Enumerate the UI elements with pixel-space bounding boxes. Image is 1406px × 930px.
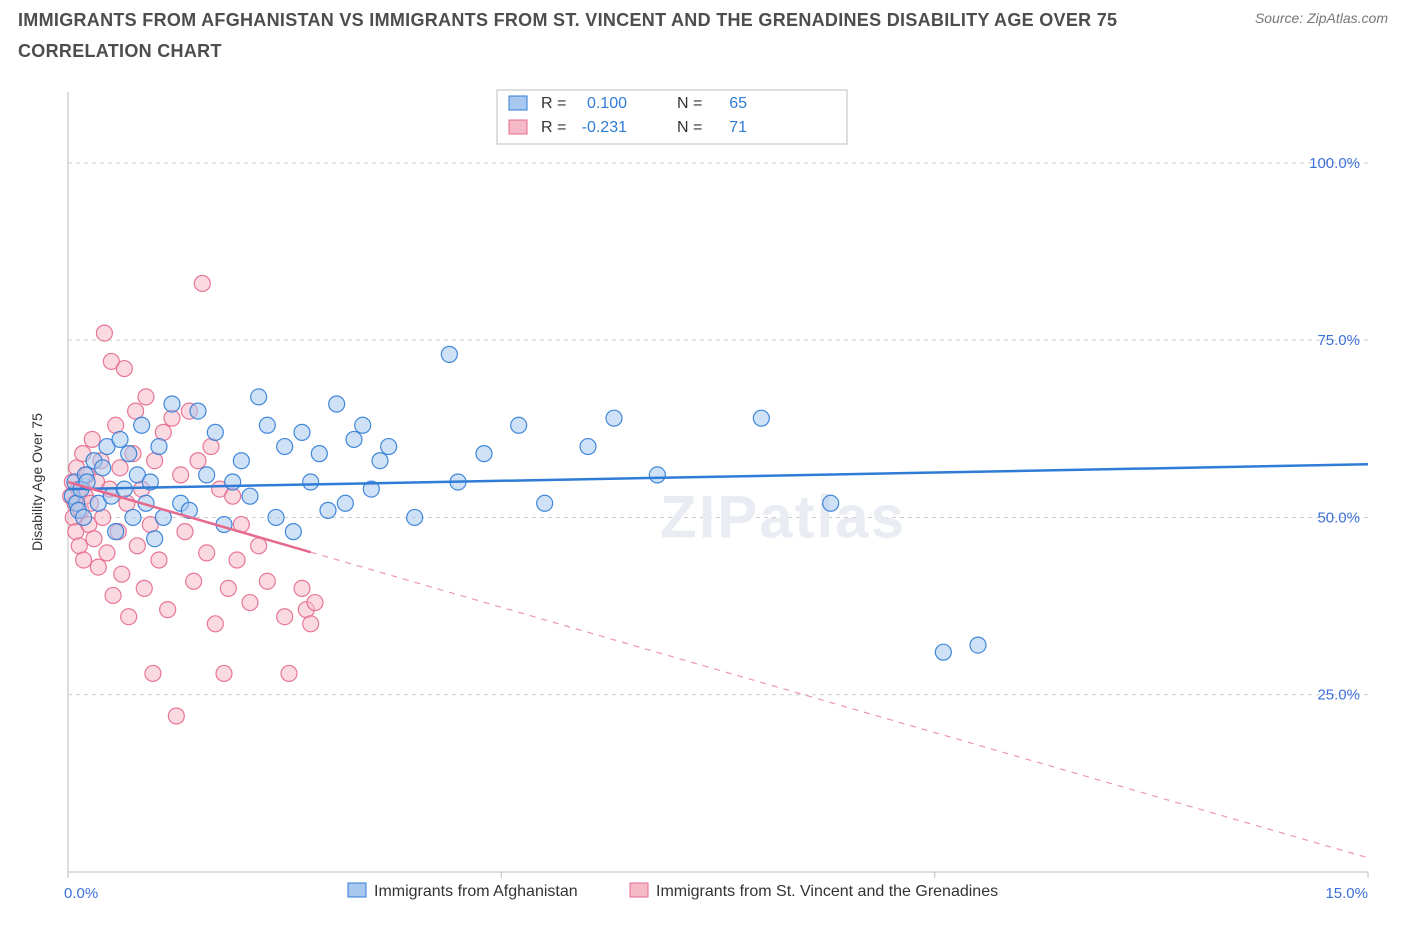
svg-text:50.0%: 50.0% [1317,509,1360,526]
chart-title-line2: CORRELATION CHART [18,41,1117,62]
svg-text:Disability Age Over 75: Disability Age Over 75 [29,413,45,551]
svg-text:N =: N = [677,95,702,112]
svg-text:71: 71 [729,119,747,136]
svg-text:Immigrants from St. Vincent an: Immigrants from St. Vincent and the Gren… [656,883,998,900]
svg-text:100.0%: 100.0% [1309,155,1360,172]
svg-text:-0.231: -0.231 [582,119,627,136]
svg-text:Immigrants from Afghanistan: Immigrants from Afghanistan [374,883,578,900]
correlation-chart: 25.0% 50.0% 75.0% 100.0% 0.0% 15.0% ZIPatlas Di… [18,80,1388,920]
svg-text:65: 65 [729,95,747,112]
svg-text:N =: N = [677,119,702,136]
svg-text:R =: R = [541,95,566,112]
title-block: IMMIGRANTS FROM AFGHANISTAN VS IMMIGRANT… [18,10,1117,62]
svg-text:ZIPatlas: ZIPatlas [660,483,906,550]
page: IMMIGRANTS FROM AFGHANISTAN VS IMMIGRANT… [0,0,1406,930]
svg-text:0.100: 0.100 [587,95,627,112]
svg-text:R =: R = [541,119,566,136]
chart-container: 25.0% 50.0% 75.0% 100.0% 0.0% 15.0% ZIPatlas Di… [18,80,1388,920]
svg-text:25.0%: 25.0% [1317,687,1360,704]
source-credit: Source: ZipAtlas.com [1255,10,1388,26]
svg-text:15.0%: 15.0% [1325,885,1368,902]
header-row: IMMIGRANTS FROM AFGHANISTAN VS IMMIGRANT… [18,10,1388,62]
svg-text:0.0%: 0.0% [64,885,98,902]
chart-title-line1: IMMIGRANTS FROM AFGHANISTAN VS IMMIGRANT… [18,10,1117,31]
svg-text:75.0%: 75.0% [1317,332,1360,349]
